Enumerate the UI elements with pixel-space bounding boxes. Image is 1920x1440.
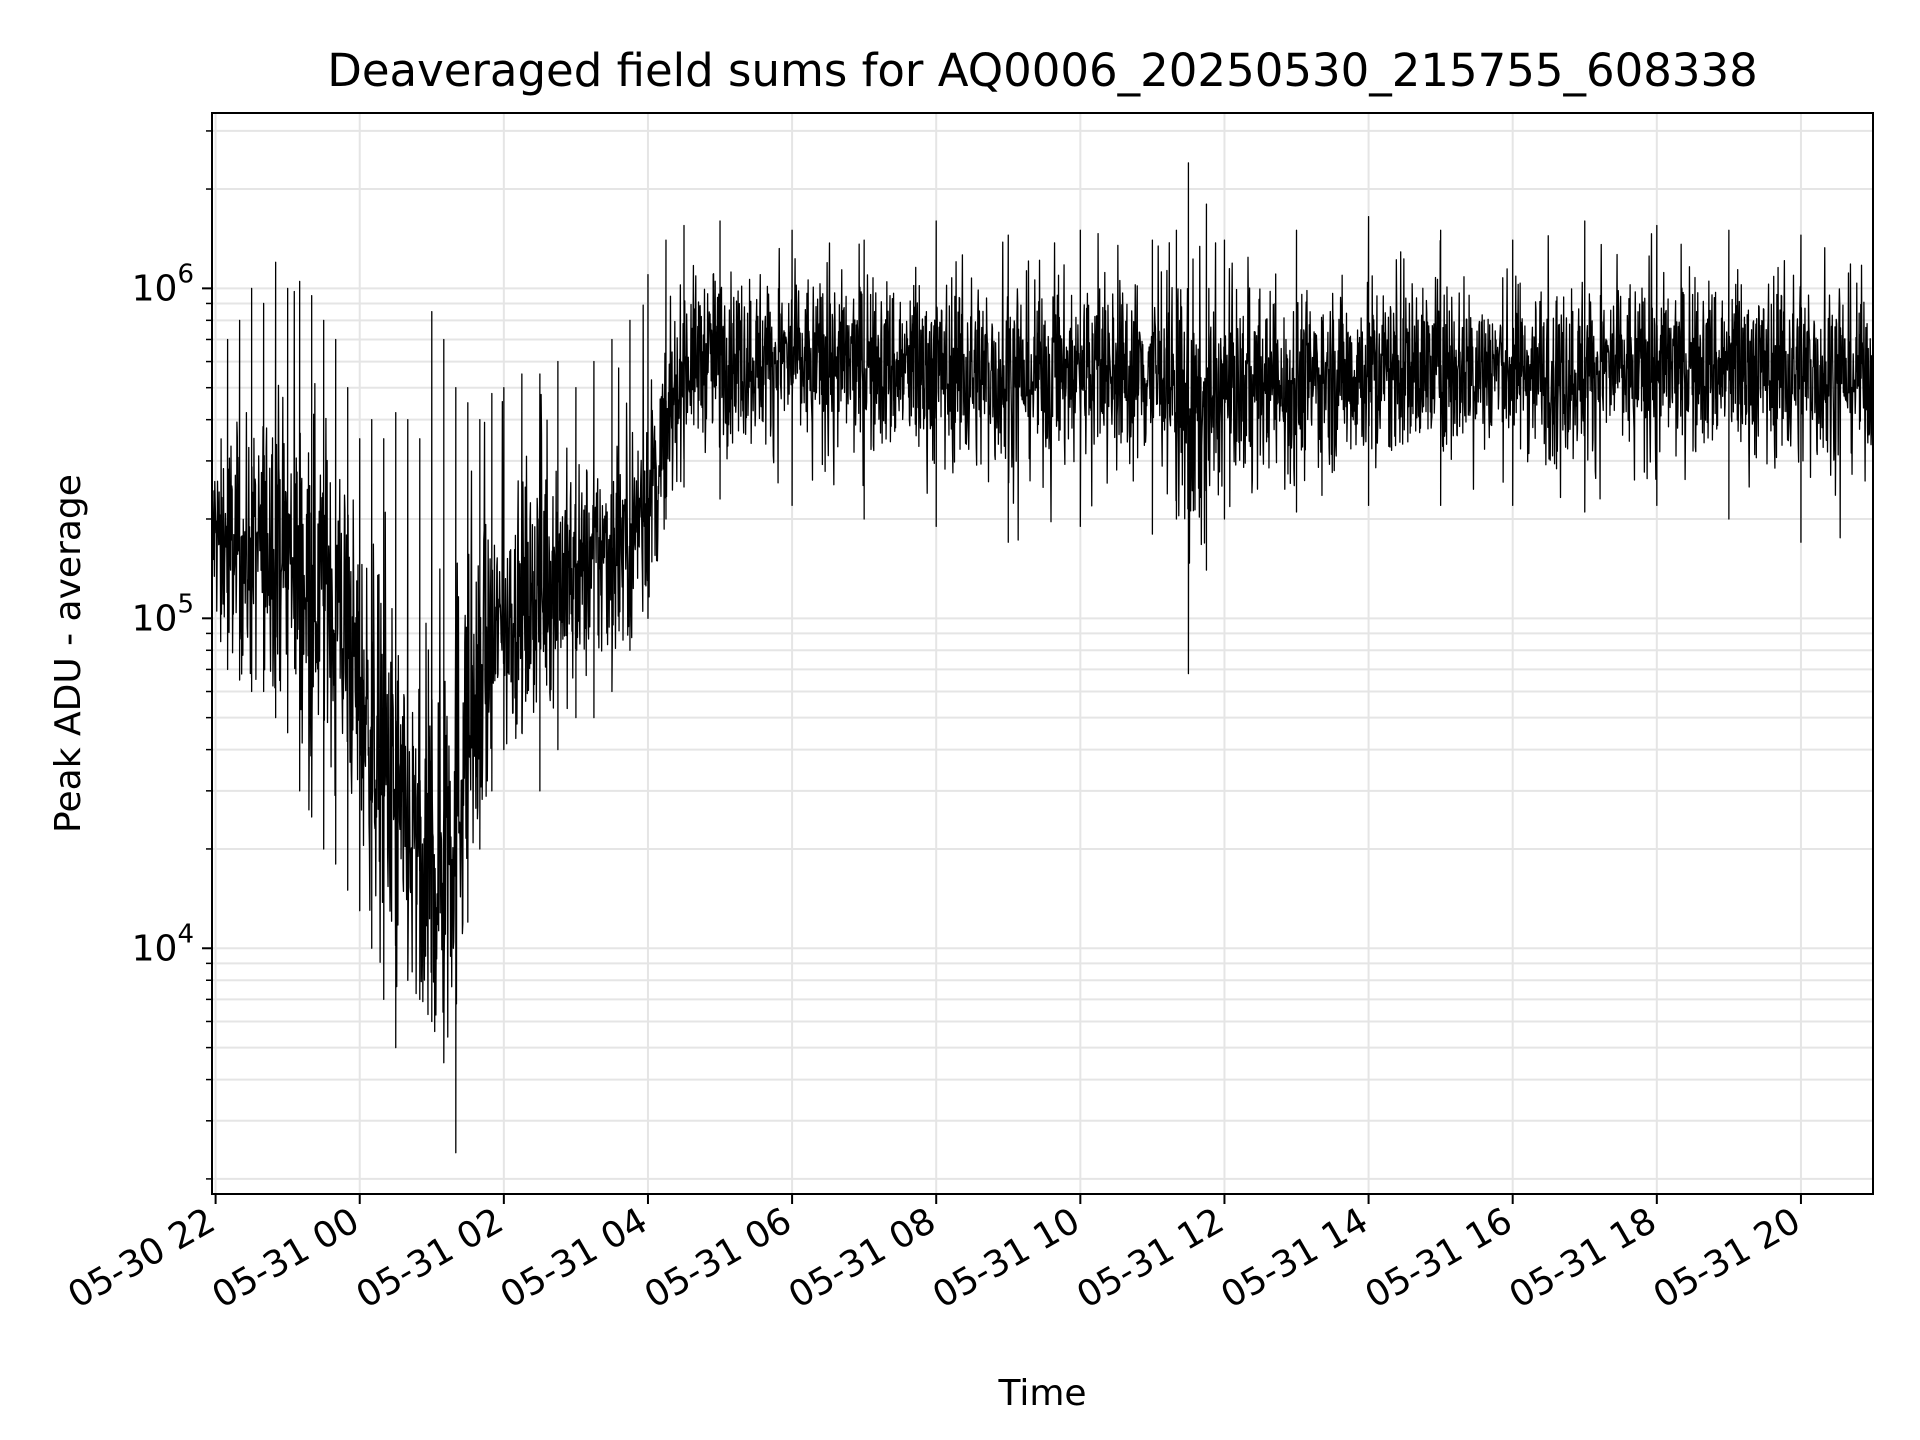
plot-frame (211, 112, 1874, 1195)
y-tick-label: 104 (132, 919, 194, 969)
series (211, 162, 1874, 1154)
y-tick-base: 10 (132, 928, 178, 969)
y-tick-label: 105 (132, 589, 194, 639)
series-line (211, 162, 1874, 1154)
y-tick-exponent: 4 (177, 919, 194, 949)
y-tick-exponent: 6 (177, 259, 194, 289)
y-tick-exponent: 5 (177, 589, 194, 619)
x-axis-label: Time (997, 1373, 1086, 1414)
y-axis-label: Peak ADU - average (48, 474, 89, 833)
y-tick-label: 106 (132, 259, 194, 309)
y-tick-base: 10 (132, 598, 178, 639)
y-tick-base: 10 (132, 268, 178, 309)
chart-title: Deaveraged field sums for AQ0006_2025053… (327, 44, 1758, 97)
